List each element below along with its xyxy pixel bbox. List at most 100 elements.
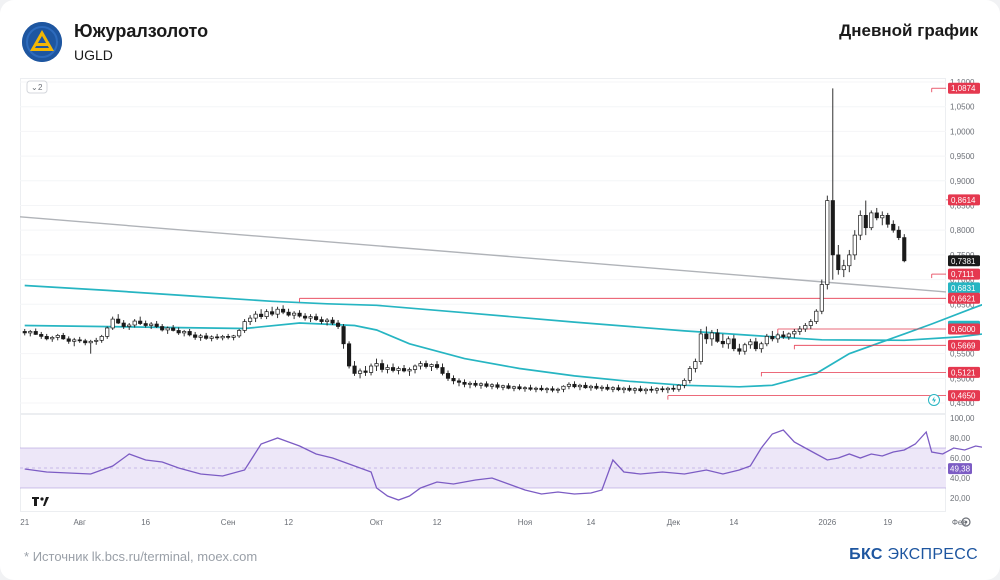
- candle-body: [336, 322, 341, 327]
- company-logo: [22, 22, 62, 62]
- candle-body: [544, 388, 550, 391]
- candle: [830, 88, 835, 280]
- candle: [473, 380, 478, 388]
- candle-body: [759, 343, 764, 350]
- candle-body: [231, 335, 236, 338]
- candle-body: [676, 384, 681, 390]
- candle: [379, 359, 385, 373]
- candle-body: [434, 364, 440, 368]
- price-tag-label: 0,6831: [951, 284, 976, 293]
- candle: [434, 361, 440, 370]
- chart-svg[interactable]: 1,1000 1,0500 1,0000 0,9500 0,9000 0,8500 0,80…: [19, 78, 1000, 531]
- price-tick-label: 0,9000: [950, 177, 975, 186]
- price-tick-label: 0,5000: [950, 374, 975, 383]
- trend-layer: [19, 216, 947, 293]
- candle: [396, 366, 401, 375]
- candle-body: [220, 336, 225, 339]
- candle-body: [852, 234, 857, 256]
- x-axis: 21Авг16Сен12Окт12Ноя14Дек14202619Фев12: [20, 518, 966, 527]
- candle: [781, 330, 786, 339]
- candle-body: [237, 330, 242, 337]
- alert-lightning-icon[interactable]: [928, 394, 940, 406]
- candle: [50, 335, 55, 342]
- price-tick-label: 0,8500: [950, 201, 975, 210]
- candle-body: [423, 363, 429, 367]
- asterisk-icon: *: [24, 549, 30, 564]
- candle: [264, 309, 269, 320]
- candle: [555, 387, 561, 394]
- candle: [127, 323, 132, 330]
- candle-body: [808, 321, 813, 326]
- x-tick-label: 14: [729, 518, 738, 527]
- chevron-down-icon: ⌄: [31, 83, 38, 92]
- candle: [198, 333, 203, 341]
- x-tick-label: Дек: [667, 518, 681, 527]
- candle-body: [621, 387, 626, 391]
- ma-slow-line: [24, 284, 1000, 342]
- candle: [138, 316, 143, 326]
- candle-body: [869, 212, 874, 229]
- collapse-count: 2: [38, 83, 43, 92]
- candle-body: [682, 379, 687, 386]
- candle: [786, 332, 791, 340]
- candle-body: [28, 331, 33, 334]
- price-tag-label: 0,7381: [951, 257, 976, 266]
- price-tag-label: 1,0874: [951, 84, 976, 93]
- candle-body: [369, 365, 374, 373]
- price-tag: 0,7111: [948, 268, 980, 280]
- candle: [176, 327, 181, 335]
- candle: [226, 333, 231, 340]
- candle-body: [462, 381, 467, 385]
- candle: [627, 385, 632, 392]
- ticker: UGLD: [74, 47, 113, 63]
- rsi-layer: [20, 429, 1000, 501]
- chart-area[interactable]: 1,1000 1,0500 1,0000 0,9500 0,9000 0,8500 0,80…: [19, 78, 1000, 531]
- candle-body: [858, 215, 863, 236]
- candle-body: [314, 316, 319, 320]
- x-tick-label: 12: [284, 518, 293, 527]
- rsi-line: [24, 429, 1000, 501]
- candle-body: [720, 340, 725, 345]
- candle: [764, 333, 769, 347]
- candle-body: [61, 335, 66, 340]
- candle-body: [171, 327, 176, 331]
- candle: [682, 378, 687, 389]
- candle: [665, 386, 670, 394]
- candle: [583, 382, 588, 389]
- candle-body: [264, 311, 269, 317]
- candle-body: [143, 323, 148, 326]
- candle: [55, 333, 60, 341]
- candle: [533, 386, 539, 393]
- candle: [94, 337, 99, 345]
- candle: [462, 379, 467, 388]
- collapse-button[interactable]: ⌄ 2: [26, 80, 48, 94]
- candle-body: [379, 363, 385, 370]
- candle-body: [429, 364, 434, 367]
- candle: [270, 306, 275, 317]
- x-tick-label: 14: [586, 518, 595, 527]
- candle-body: [187, 331, 192, 336]
- candle: [429, 363, 434, 371]
- candle: [742, 342, 747, 355]
- candle-body: [484, 383, 489, 387]
- candle: [83, 338, 88, 346]
- price-tick-label: 0,4500: [950, 399, 975, 408]
- candle-body: [297, 312, 302, 317]
- candle: [731, 334, 736, 352]
- candle-body: [517, 386, 522, 390]
- candle-body: [687, 368, 692, 381]
- price-tag-label: 0,4650: [951, 392, 976, 401]
- candle: [808, 319, 813, 329]
- candle-body: [775, 334, 780, 340]
- candle: [687, 366, 692, 384]
- settings-gear-icon[interactable]: [961, 517, 971, 527]
- price-tag: 0,6000: [948, 323, 980, 335]
- price-tick-label: 0,9500: [950, 152, 975, 161]
- price-tick-label: 0,5500: [950, 350, 975, 359]
- rsi-tick-label: 60,00: [950, 454, 971, 463]
- candle: [401, 365, 407, 373]
- candle: [858, 210, 863, 241]
- x-tick-label: 16: [141, 518, 150, 527]
- candle-body: [176, 330, 181, 334]
